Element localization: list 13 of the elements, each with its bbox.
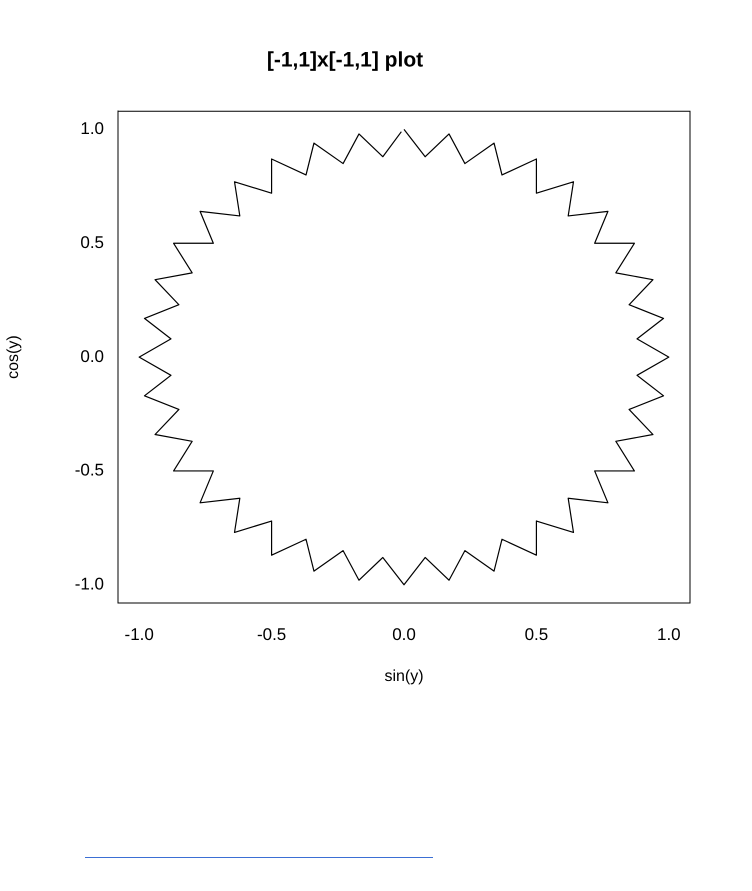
x-tick-label: -1.0 [124,624,154,644]
y-tick-label: 1.0 [80,119,104,138]
x-tick-label: -0.5 [256,624,286,644]
y-tick-label: 0.0 [80,346,104,366]
x-tick-label: 0.5 [524,624,548,644]
y-axis-title: cos(y) [5,335,22,379]
x-tick-label: 1.0 [656,624,681,644]
y-tick-label: 0.5 [80,232,104,252]
y-tick-label: -0.5 [74,460,104,480]
y-tick-label: -1.0 [74,574,104,594]
x-tick-label: 0.0 [392,624,416,644]
x-axis-title: sin(y) [384,668,424,685]
chart-title: [-1,1]x[-1,1] plot [266,48,424,72]
